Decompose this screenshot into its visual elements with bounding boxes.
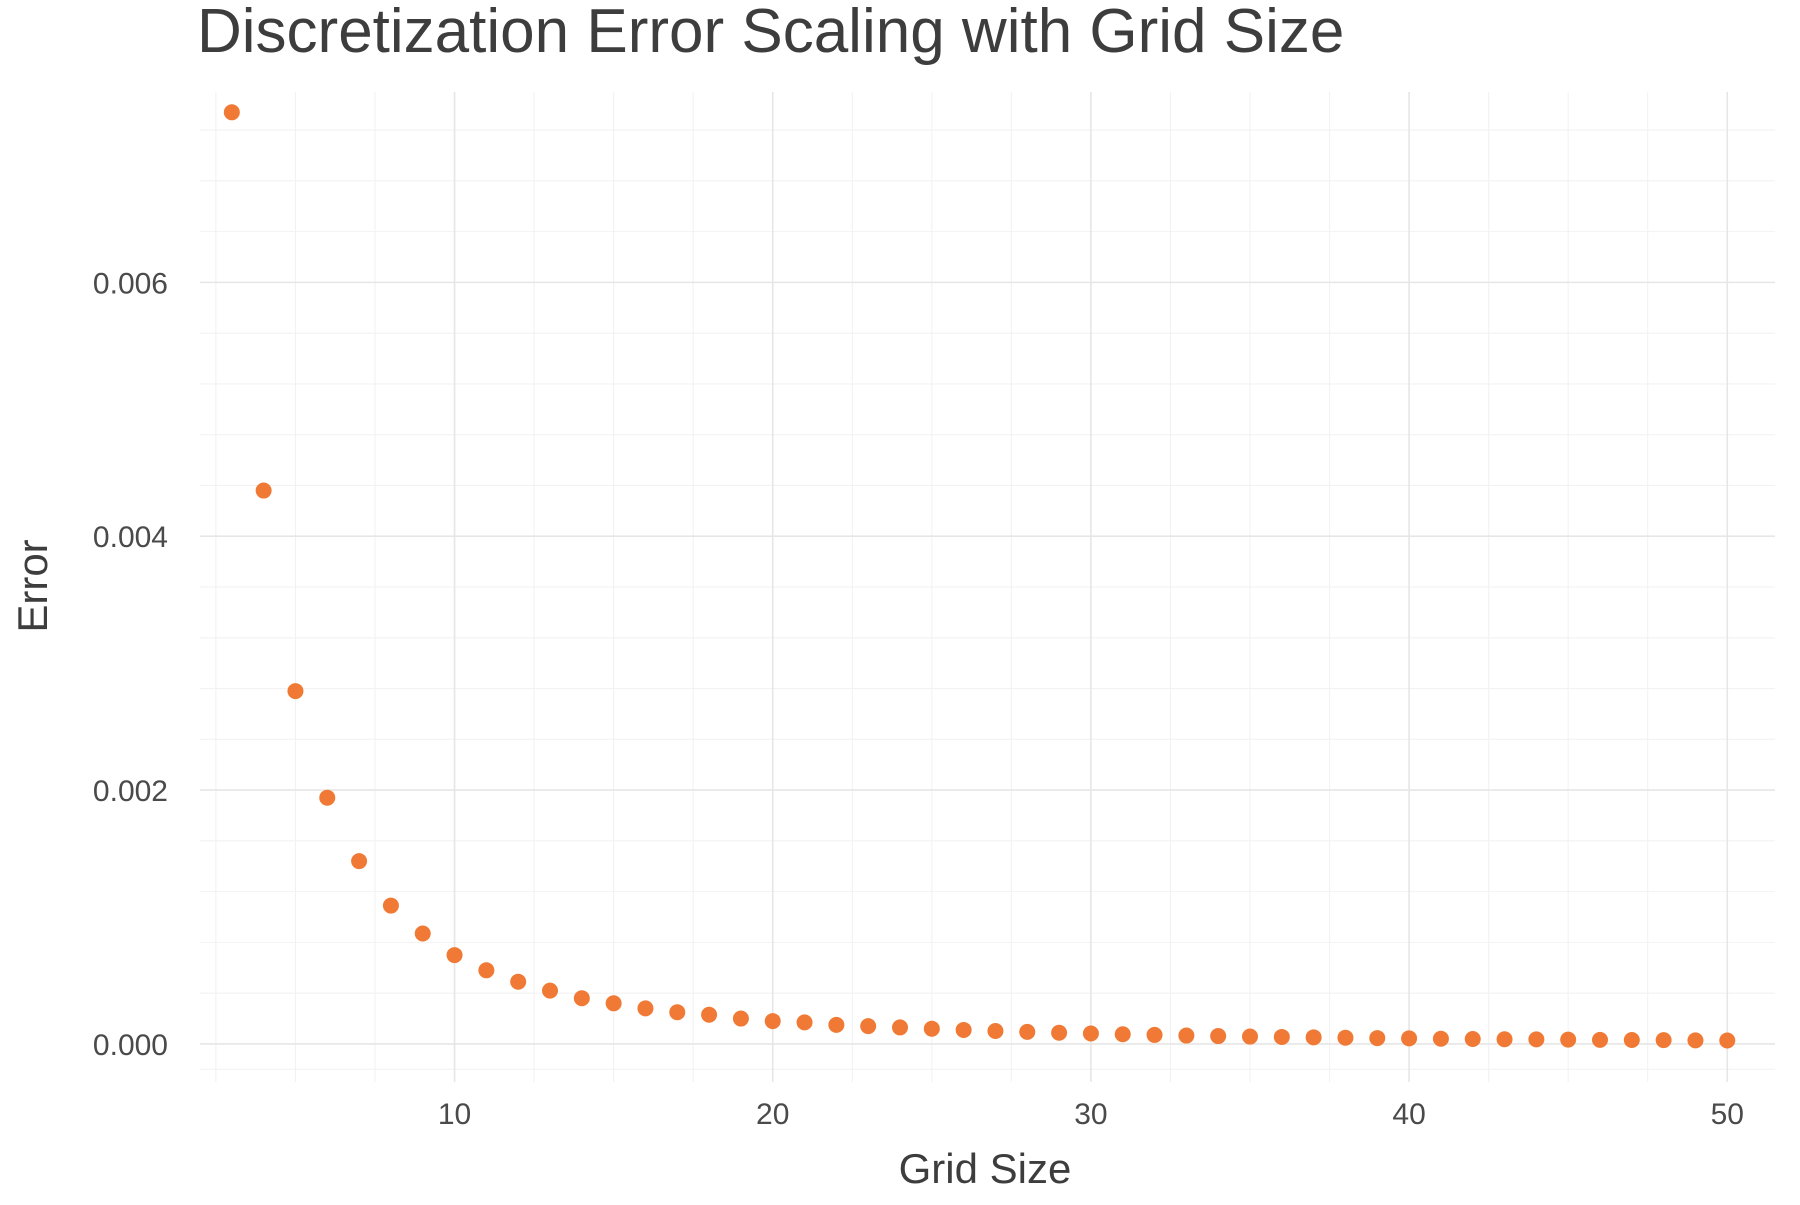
data-point (1146, 1026, 1163, 1043)
data-point (1305, 1029, 1322, 1046)
chart-title: Discretization Error Scaling with Grid S… (197, 0, 1344, 66)
data-point (1592, 1031, 1608, 1048)
y-tick-label: 0.002 (93, 775, 168, 808)
data-point (573, 990, 590, 1007)
data-point (542, 982, 558, 999)
x-tick-label: 50 (1711, 1098, 1744, 1131)
data-point (955, 1021, 972, 1038)
data-point (1337, 1029, 1354, 1046)
data-point (1242, 1028, 1258, 1045)
data-point (1432, 1030, 1449, 1047)
data-point (1273, 1028, 1290, 1045)
y-tick-label: 0.004 (93, 521, 168, 554)
data-point (1655, 1032, 1672, 1049)
grid-layer (200, 92, 1775, 1082)
data-point (1019, 1023, 1036, 1040)
data-point (1401, 1030, 1418, 1047)
x-axis-title: Grid Size (899, 1145, 1072, 1192)
x-tick-labels: 10 20 30 40 50 (438, 1098, 1744, 1131)
data-point (319, 789, 336, 806)
data-point (1623, 1031, 1640, 1048)
data-point (669, 1004, 686, 1021)
x-tick-label: 10 (438, 1098, 471, 1131)
data-point (351, 853, 368, 870)
data-point (1496, 1031, 1513, 1048)
data-point (1560, 1031, 1577, 1048)
data-point (1528, 1031, 1545, 1048)
data-point (892, 1019, 908, 1036)
x-tick-label: 20 (756, 1098, 789, 1131)
data-point (446, 947, 463, 964)
x-tick-label: 40 (1392, 1098, 1425, 1131)
data-point (414, 925, 431, 942)
data-point (732, 1010, 749, 1027)
data-point (701, 1006, 718, 1023)
data-point (1178, 1027, 1195, 1044)
data-point (828, 1016, 845, 1033)
data-point (223, 104, 240, 121)
data-point (987, 1022, 1004, 1039)
data-point (255, 482, 272, 499)
data-point (1719, 1032, 1736, 1049)
data-point (923, 1020, 940, 1037)
points-layer (223, 104, 1736, 1049)
data-point (1114, 1026, 1131, 1043)
data-point (605, 995, 622, 1012)
y-tick-labels: 0.000 0.002 0.004 0.006 (93, 267, 168, 1062)
data-point (1082, 1025, 1099, 1042)
data-point (510, 973, 527, 990)
data-point (478, 962, 495, 979)
data-point (1369, 1030, 1386, 1047)
data-point (382, 897, 399, 914)
y-tick-label: 0.000 (93, 1029, 168, 1062)
data-point (637, 1000, 654, 1017)
data-point (287, 683, 304, 700)
data-point (764, 1013, 781, 1030)
y-tick-label: 0.006 (93, 267, 168, 300)
data-point (1210, 1028, 1227, 1045)
data-point (1464, 1030, 1481, 1047)
data-point (860, 1018, 877, 1035)
data-point (796, 1014, 813, 1031)
y-axis-title: Error (9, 539, 56, 632)
data-point (1051, 1024, 1068, 1041)
data-point (1687, 1032, 1704, 1049)
x-tick-label: 30 (1074, 1098, 1107, 1131)
